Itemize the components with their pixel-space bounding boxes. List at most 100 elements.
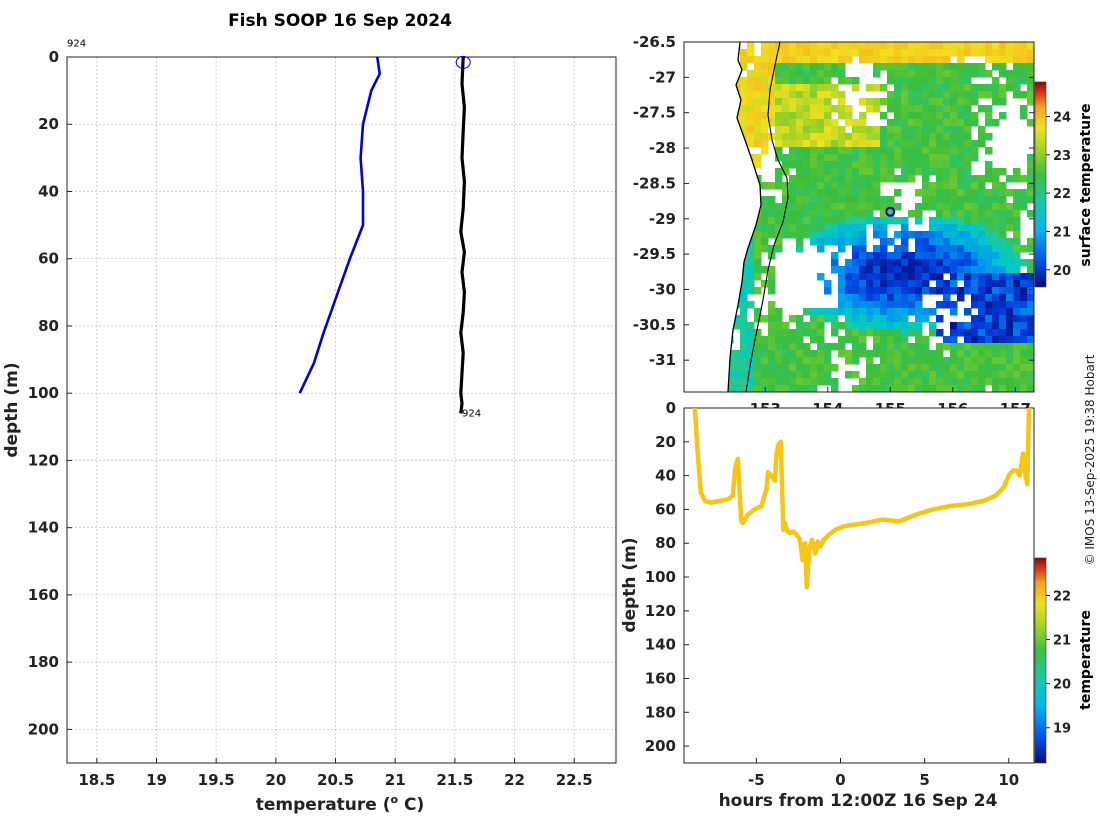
map-sst-cell xyxy=(810,140,818,148)
map-sst-cell xyxy=(992,287,1000,295)
map-sst-cell xyxy=(887,350,895,358)
map-sst-cell xyxy=(985,350,993,358)
map-sst-cell xyxy=(789,140,797,148)
map-sst-cell xyxy=(1006,49,1014,57)
temperature-colorbar-tick-label: 22 xyxy=(1053,589,1071,604)
map-sst-cell xyxy=(929,273,937,281)
map-sst-cell xyxy=(768,112,776,120)
surface-colorbar-tick-label: 22 xyxy=(1053,187,1071,202)
map-sst-cell xyxy=(796,140,804,148)
map-sst-cell xyxy=(887,119,895,127)
map-sst-cell xyxy=(992,119,1000,127)
map-sst-cell xyxy=(964,385,972,392)
map-sst-cell xyxy=(964,126,972,134)
map-sst-cell xyxy=(943,182,951,190)
map-sst-cell xyxy=(817,322,825,330)
map-sst-cell xyxy=(887,42,895,50)
temperature-colorbar-label: temperature xyxy=(1078,610,1094,710)
map-sst-cell xyxy=(943,294,951,302)
map-sst-cell xyxy=(838,112,846,120)
map-sst-cell xyxy=(824,42,832,50)
map-sst-cell xyxy=(957,84,965,92)
track-line xyxy=(692,408,1032,590)
map-sst-cell xyxy=(936,357,944,365)
map-sst-cell xyxy=(845,196,853,204)
map-sst-cell xyxy=(978,42,986,50)
map-sst-cell xyxy=(985,105,993,113)
map-sst-cell xyxy=(789,371,797,379)
map-sst-cell xyxy=(915,371,923,379)
map-sst-cell xyxy=(922,56,930,64)
map-sst-cell xyxy=(894,294,902,302)
track-y-label: depth (m) xyxy=(620,537,640,632)
map-sst-cell xyxy=(838,336,846,344)
map-sst-cell xyxy=(992,196,1000,204)
map-sst-cell xyxy=(817,105,825,113)
map-sst-cell xyxy=(754,126,762,134)
map-sst-cell xyxy=(950,49,958,57)
map-sst-cell xyxy=(873,154,881,162)
map-sst-cell xyxy=(887,98,895,106)
map-sst-cell xyxy=(1006,322,1014,330)
map-sst-cell xyxy=(894,378,902,386)
map-sst-cell xyxy=(1020,63,1028,71)
map-sst-cell xyxy=(943,364,951,372)
map-sst-cell xyxy=(831,315,839,323)
map-sst-cell xyxy=(803,42,811,50)
map-sst-cell xyxy=(992,175,1000,183)
map-sst-cell xyxy=(978,301,986,309)
map-sst-cell xyxy=(740,63,748,71)
map-sst-cell xyxy=(950,91,958,99)
profile-series-profile-924 xyxy=(459,56,466,414)
map-sst-cell xyxy=(873,105,881,113)
map-sst-cell xyxy=(1027,91,1034,99)
track-y-tick-label: 200 xyxy=(645,737,676,755)
profile-lines xyxy=(298,55,471,414)
map-sst-cell xyxy=(992,84,1000,92)
map-sst-cell xyxy=(803,84,811,92)
map-sst-cell xyxy=(971,343,979,351)
map-sst-cell xyxy=(838,133,846,141)
map-layers xyxy=(684,42,1034,392)
map-sst-cell xyxy=(733,357,741,365)
map-sst-cell xyxy=(971,287,979,295)
map-sst-cell xyxy=(817,63,825,71)
map-sst-cell xyxy=(803,196,811,204)
map-sst-cell xyxy=(754,336,762,344)
map-sst-cell xyxy=(978,217,986,225)
map-sst-cell xyxy=(957,231,965,239)
map-sst-cell xyxy=(957,238,965,246)
map-sst-cell xyxy=(978,357,986,365)
map-sst-cell xyxy=(936,378,944,386)
map-sst-cell xyxy=(1020,343,1028,351)
map-sst-cell xyxy=(964,168,972,176)
map-sst-cell xyxy=(915,343,923,351)
map-sst-cell xyxy=(1013,210,1021,218)
map-sst-cell xyxy=(999,210,1007,218)
map-sst-cell xyxy=(824,238,832,246)
map-sst-cell xyxy=(985,196,993,204)
map-sst-cell xyxy=(873,196,881,204)
map-sst-cell xyxy=(985,371,993,379)
map-sst-cell xyxy=(782,161,790,169)
map-sst-cell xyxy=(824,84,832,92)
map-sst-cell xyxy=(964,203,972,211)
map-sst-cell xyxy=(985,322,993,330)
map-sst-cell xyxy=(957,378,965,386)
map-sst-cell xyxy=(999,357,1007,365)
map-sst-cell xyxy=(768,119,776,127)
map-sst-cell xyxy=(915,91,923,99)
map-sst-cell xyxy=(796,126,804,134)
map-sst-cell xyxy=(810,378,818,386)
profile-y-tick-label: 120 xyxy=(28,451,59,469)
map-sst-cell xyxy=(866,371,874,379)
map-sst-cell xyxy=(852,308,860,316)
map-sst-cell xyxy=(964,133,972,141)
map-sst-cell xyxy=(852,147,860,155)
map-sst-cell xyxy=(894,350,902,358)
map-sst-cell xyxy=(852,175,860,183)
map-sst-cell xyxy=(768,336,776,344)
map-sst-cell xyxy=(936,217,944,225)
map-sst-cell xyxy=(894,329,902,337)
map-sst-cell xyxy=(740,336,748,344)
